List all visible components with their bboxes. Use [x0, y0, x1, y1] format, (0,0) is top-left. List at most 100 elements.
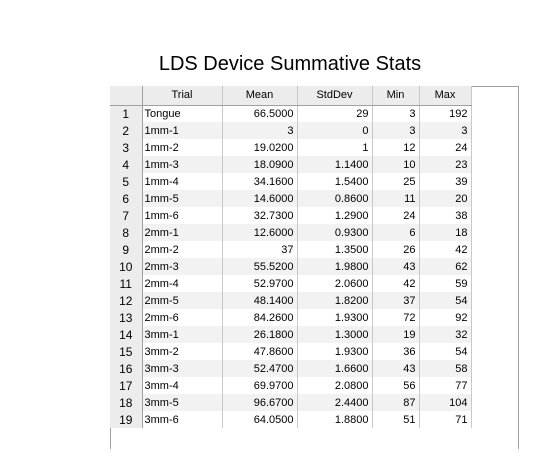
cell-mean[interactable]: 52.9700: [222, 275, 298, 292]
column-header-stddev[interactable]: StdDev: [297, 86, 373, 106]
cell-mean[interactable]: 84.2600: [222, 309, 298, 326]
cell-min[interactable]: 12: [372, 139, 420, 156]
cell-min[interactable]: 51: [372, 411, 420, 428]
cell-min[interactable]: 37: [372, 292, 420, 309]
row-number[interactable]: 11: [110, 275, 143, 292]
row-number[interactable]: 6: [110, 190, 143, 207]
cell-min[interactable]: 10: [372, 156, 420, 173]
cell-stddev[interactable]: 1.9300: [297, 309, 373, 326]
row-number[interactable]: 7: [110, 207, 143, 224]
cell-mean[interactable]: 64.0500: [222, 411, 298, 428]
column-header-min[interactable]: Min: [372, 86, 420, 106]
cell-trial[interactable]: 3mm-3: [142, 360, 223, 377]
cell-min[interactable]: 87: [372, 394, 420, 411]
cell-mean[interactable]: 48.1400: [222, 292, 298, 309]
row-number[interactable]: 4: [110, 156, 143, 173]
cell-min[interactable]: 43: [372, 360, 420, 377]
cell-trial[interactable]: 1mm-2: [142, 139, 223, 156]
cell-stddev[interactable]: 1.3000: [297, 326, 373, 343]
cell-max[interactable]: 38: [419, 207, 472, 224]
cell-max[interactable]: 18: [419, 224, 472, 241]
cell-mean[interactable]: 69.9700: [222, 377, 298, 394]
cell-trial[interactable]: 2mm-2: [142, 241, 223, 258]
row-number[interactable]: 19: [110, 411, 143, 428]
cell-trial[interactable]: 2mm-5: [142, 292, 223, 309]
row-number[interactable]: 3: [110, 139, 143, 156]
cell-mean[interactable]: 12.6000: [222, 224, 298, 241]
cell-max[interactable]: 23: [419, 156, 472, 173]
cell-stddev[interactable]: 1.9300: [297, 343, 373, 360]
row-number[interactable]: 15: [110, 343, 143, 360]
cell-mean[interactable]: 14.6000: [222, 190, 298, 207]
cell-max[interactable]: 192: [419, 105, 472, 122]
cell-stddev[interactable]: 1.3500: [297, 241, 373, 258]
cell-stddev[interactable]: 1.1400: [297, 156, 373, 173]
cell-min[interactable]: 56: [372, 377, 420, 394]
cell-mean[interactable]: 55.5200: [222, 258, 298, 275]
row-number[interactable]: 17: [110, 377, 143, 394]
cell-mean[interactable]: 96.6700: [222, 394, 298, 411]
row-number[interactable]: 18: [110, 394, 143, 411]
cell-max[interactable]: 54: [419, 292, 472, 309]
cell-max[interactable]: 104: [419, 394, 472, 411]
cell-trial[interactable]: 1mm-4: [142, 173, 223, 190]
row-number[interactable]: 9: [110, 241, 143, 258]
cell-max[interactable]: 77: [419, 377, 472, 394]
cell-min[interactable]: 42: [372, 275, 420, 292]
column-header-mean[interactable]: Mean: [222, 86, 298, 106]
cell-min[interactable]: 43: [372, 258, 420, 275]
cell-max[interactable]: 58: [419, 360, 472, 377]
cell-trial[interactable]: 1mm-6: [142, 207, 223, 224]
cell-stddev[interactable]: 1.6600: [297, 360, 373, 377]
cell-stddev[interactable]: 1: [297, 139, 373, 156]
cell-trial[interactable]: 2mm-1: [142, 224, 223, 241]
cell-max[interactable]: 32: [419, 326, 472, 343]
cell-stddev[interactable]: 1.8200: [297, 292, 373, 309]
cell-max[interactable]: 71: [419, 411, 472, 428]
cell-max[interactable]: 39: [419, 173, 472, 190]
cell-trial[interactable]: 1mm-5: [142, 190, 223, 207]
cell-max[interactable]: 62: [419, 258, 472, 275]
cell-max[interactable]: 59: [419, 275, 472, 292]
cell-min[interactable]: 3: [372, 105, 420, 122]
column-header-trial[interactable]: Trial: [142, 86, 223, 106]
cell-mean[interactable]: 32.7300: [222, 207, 298, 224]
corner-cell[interactable]: [110, 86, 143, 106]
cell-min[interactable]: 26: [372, 241, 420, 258]
cell-stddev[interactable]: 0.8600: [297, 190, 373, 207]
cell-trial[interactable]: 3mm-6: [142, 411, 223, 428]
cell-mean[interactable]: 26.1800: [222, 326, 298, 343]
row-number[interactable]: 10: [110, 258, 143, 275]
cell-max[interactable]: 54: [419, 343, 472, 360]
cell-min[interactable]: 6: [372, 224, 420, 241]
cell-max[interactable]: 3: [419, 122, 472, 139]
cell-max[interactable]: 20: [419, 190, 472, 207]
row-number[interactable]: 5: [110, 173, 143, 190]
cell-mean[interactable]: 66.5000: [222, 105, 298, 122]
cell-min[interactable]: 72: [372, 309, 420, 326]
row-number[interactable]: 2: [110, 122, 143, 139]
column-header-max[interactable]: Max: [419, 86, 472, 106]
cell-trial[interactable]: 3mm-2: [142, 343, 223, 360]
cell-trial[interactable]: 1mm-1: [142, 122, 223, 139]
cell-trial[interactable]: 3mm-5: [142, 394, 223, 411]
cell-max[interactable]: 24: [419, 139, 472, 156]
cell-stddev[interactable]: 2.0600: [297, 275, 373, 292]
row-number[interactable]: 14: [110, 326, 143, 343]
cell-min[interactable]: 36: [372, 343, 420, 360]
cell-trial[interactable]: Tongue: [142, 105, 223, 122]
row-number[interactable]: 8: [110, 224, 143, 241]
cell-stddev[interactable]: 1.9800: [297, 258, 373, 275]
row-number[interactable]: 13: [110, 309, 143, 326]
cell-min[interactable]: 24: [372, 207, 420, 224]
cell-stddev[interactable]: 1.2900: [297, 207, 373, 224]
cell-stddev[interactable]: 1.5400: [297, 173, 373, 190]
cell-stddev[interactable]: 1.8800: [297, 411, 373, 428]
cell-stddev[interactable]: 0.9300: [297, 224, 373, 241]
cell-max[interactable]: 42: [419, 241, 472, 258]
cell-min[interactable]: 25: [372, 173, 420, 190]
cell-mean[interactable]: 3: [222, 122, 298, 139]
cell-mean[interactable]: 18.0900: [222, 156, 298, 173]
row-number[interactable]: 16: [110, 360, 143, 377]
cell-trial[interactable]: 2mm-4: [142, 275, 223, 292]
